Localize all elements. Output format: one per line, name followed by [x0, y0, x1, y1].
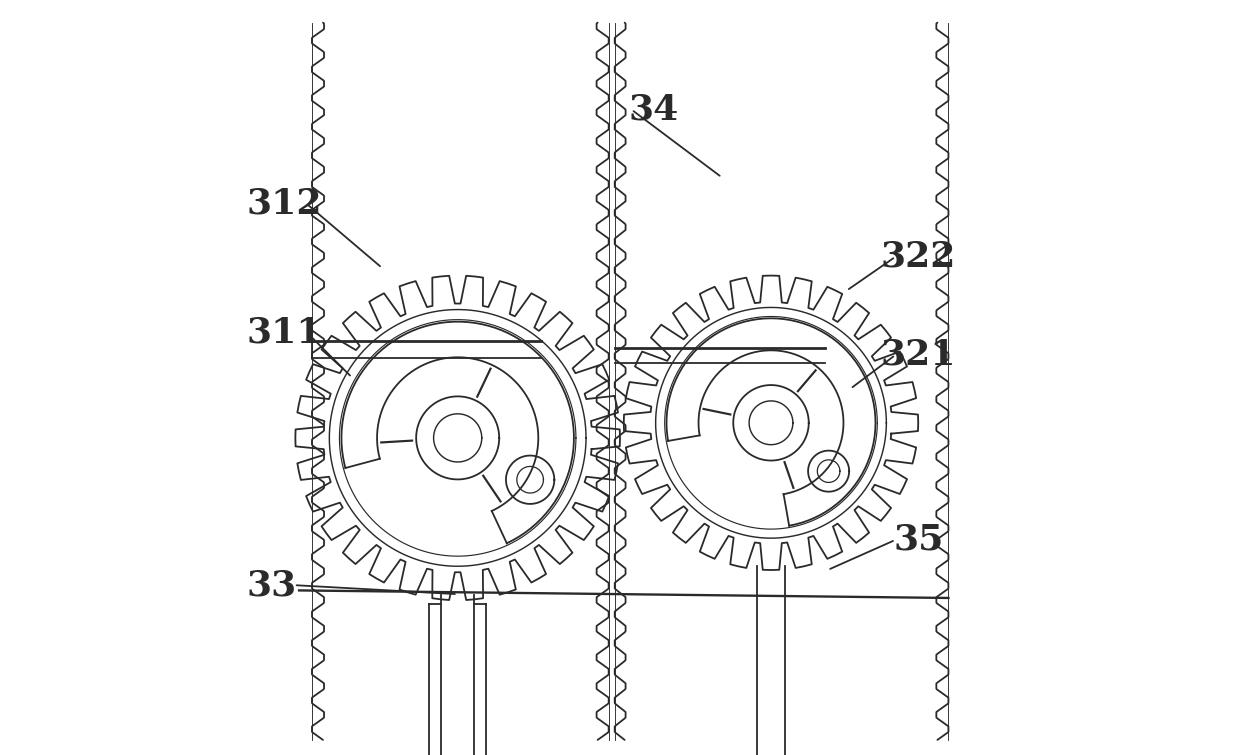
- Text: 322: 322: [880, 239, 956, 274]
- Text: 312: 312: [247, 186, 321, 221]
- Text: 33: 33: [246, 568, 296, 602]
- Text: 311: 311: [247, 315, 322, 350]
- Text: 34: 34: [629, 92, 680, 127]
- Text: 321: 321: [880, 337, 956, 372]
- Text: 35: 35: [893, 522, 944, 557]
